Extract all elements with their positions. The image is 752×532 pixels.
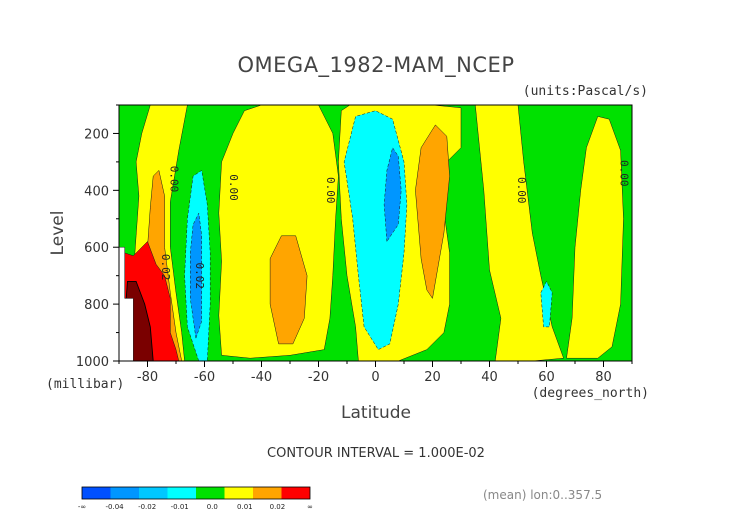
colorbar-swatch bbox=[110, 487, 139, 499]
contour-labels: 0.00 0.00 0.00 0.00 0.00 0.02 0.02 bbox=[159, 160, 631, 289]
contour-region bbox=[540, 280, 553, 328]
contour-label: 0.00 bbox=[227, 174, 240, 201]
x-tick-label: 20 bbox=[424, 370, 441, 385]
y-tick-label: 400 bbox=[84, 184, 109, 199]
contour-regions bbox=[118, 104, 624, 362]
chart-title: OMEGA_1982-MAM_NCEP bbox=[238, 53, 515, 78]
x-tick-label: -60 bbox=[194, 370, 215, 385]
contour-label: 0.00 bbox=[515, 177, 528, 204]
y-tick-label: 800 bbox=[84, 298, 109, 313]
footnote: (mean) lon:0..357.5 bbox=[483, 488, 602, 502]
contour-interval-text: CONTOUR INTERVAL = 1.000E-02 bbox=[267, 446, 485, 461]
y-tick-label: 1000 bbox=[76, 355, 109, 370]
colorbar-swatch bbox=[82, 487, 111, 499]
x-tick-label: -80 bbox=[137, 370, 158, 385]
y-tick-label: 600 bbox=[84, 241, 109, 256]
contour-label: 0.00 bbox=[324, 177, 337, 204]
colorbar-label: 0.02 bbox=[270, 503, 286, 511]
x-axis-label: Latitude bbox=[341, 403, 411, 423]
x-tick-label: 60 bbox=[538, 370, 555, 385]
x-tick-label: -20 bbox=[308, 370, 329, 385]
y-axis-units: (millibar) bbox=[46, 377, 124, 392]
x-tick-label: 0 bbox=[371, 370, 379, 385]
contour-region bbox=[218, 104, 339, 359]
colorbar-label: -∞ bbox=[78, 503, 86, 511]
x-axis-units: (degrees_north) bbox=[532, 386, 649, 401]
x-tick-label: 80 bbox=[595, 370, 612, 385]
y-axis-ticks: 200 400 600 800 1000 bbox=[76, 104, 119, 370]
y-tick-label: 200 bbox=[84, 127, 109, 142]
x-tick-label: 40 bbox=[481, 370, 498, 385]
contour-region bbox=[269, 235, 308, 345]
colorbar-swatch bbox=[196, 487, 225, 499]
colorbar-label: -0.04 bbox=[106, 503, 125, 511]
contour-region bbox=[566, 116, 624, 359]
colorbar-frame bbox=[81, 486, 311, 500]
colorbar: -∞ -0.04 -0.02 -0.01 0.0 0.01 0.02 ∞ bbox=[78, 486, 313, 511]
colorbar-swatch bbox=[281, 487, 310, 499]
colorbar-label: ∞ bbox=[307, 503, 313, 511]
colorbar-swatch bbox=[139, 487, 168, 499]
colorbar-label: -0.02 bbox=[138, 503, 156, 511]
contour-region bbox=[383, 147, 402, 243]
colorbar-swatch bbox=[224, 487, 253, 499]
colorbar-label: 0.01 bbox=[237, 503, 253, 511]
contour-region bbox=[190, 212, 202, 339]
units-label: (units:Pascal/s) bbox=[523, 84, 648, 99]
x-axis-ticks: -80 -60 -40 -20 0 20 40 60 80 bbox=[118, 361, 633, 385]
plot-area: 0.00 0.00 0.00 0.00 0.00 0.02 0.02 -80 -60 -40 -2… bbox=[76, 104, 633, 385]
contour-label: 0.00 bbox=[618, 160, 631, 187]
colorbar-label: -0.01 bbox=[171, 503, 189, 511]
contour-region bbox=[415, 124, 450, 300]
colorbar-swatch bbox=[167, 487, 196, 499]
contour-label: 0.02 bbox=[159, 254, 172, 281]
contour-label: 0.00 bbox=[167, 166, 180, 193]
colorbar-swatch bbox=[253, 487, 282, 499]
y-axis-label: Level bbox=[48, 211, 68, 256]
colorbar-label: 0.0 bbox=[207, 503, 218, 511]
contour-label: 0.02 bbox=[193, 262, 206, 289]
x-tick-label: -40 bbox=[251, 370, 272, 385]
